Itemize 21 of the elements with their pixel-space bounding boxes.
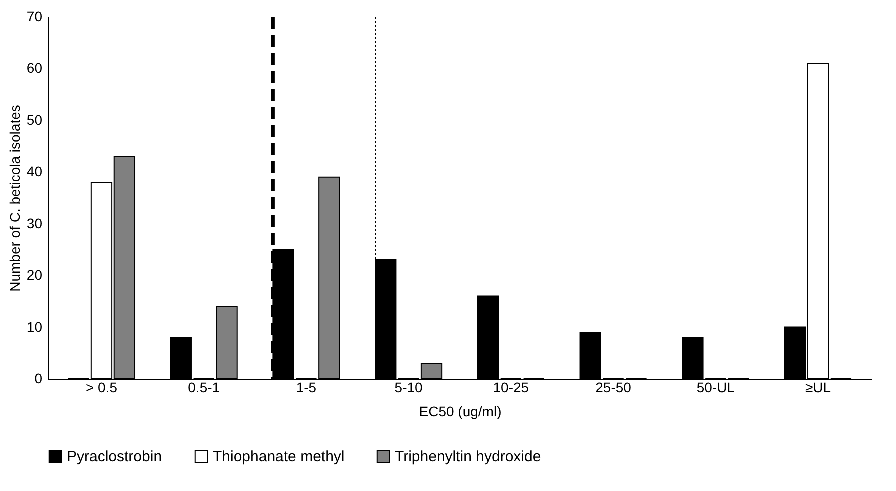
x-tick-label: 0.5-1 xyxy=(188,380,220,396)
y-tick-label: 70 xyxy=(26,8,43,24)
x-tick-label: > 0.5 xyxy=(86,380,118,396)
y-tick-label: 50 xyxy=(26,112,43,128)
x-axis-title: EC50 (ug/ml) xyxy=(419,404,502,420)
legend-label: Pyraclostrobin xyxy=(67,448,162,466)
legend-label: Triphenyltin hydroxide xyxy=(395,448,542,466)
y-tick-label: 0 xyxy=(34,370,43,386)
x-tick-label: 25-50 xyxy=(596,380,632,396)
y-tick-label: 20 xyxy=(26,267,43,284)
y-tick-label: 40 xyxy=(26,164,43,180)
x-tick-label: 10-25 xyxy=(493,380,530,396)
x-tick-label: 50-UL xyxy=(696,380,736,396)
x-tick-label: 5-10 xyxy=(394,380,424,396)
y-tick-label: 10 xyxy=(26,318,43,335)
y-tick-label: 30 xyxy=(26,215,43,232)
y-axis-title: Number of C. beticola isolates xyxy=(6,105,23,292)
legend-label: Thiophanate methyl xyxy=(213,448,345,466)
y-tick-label: 60 xyxy=(26,60,43,76)
x-tick-label: 1-5 xyxy=(296,380,317,396)
x-tick-label: ≥UL xyxy=(805,380,832,396)
